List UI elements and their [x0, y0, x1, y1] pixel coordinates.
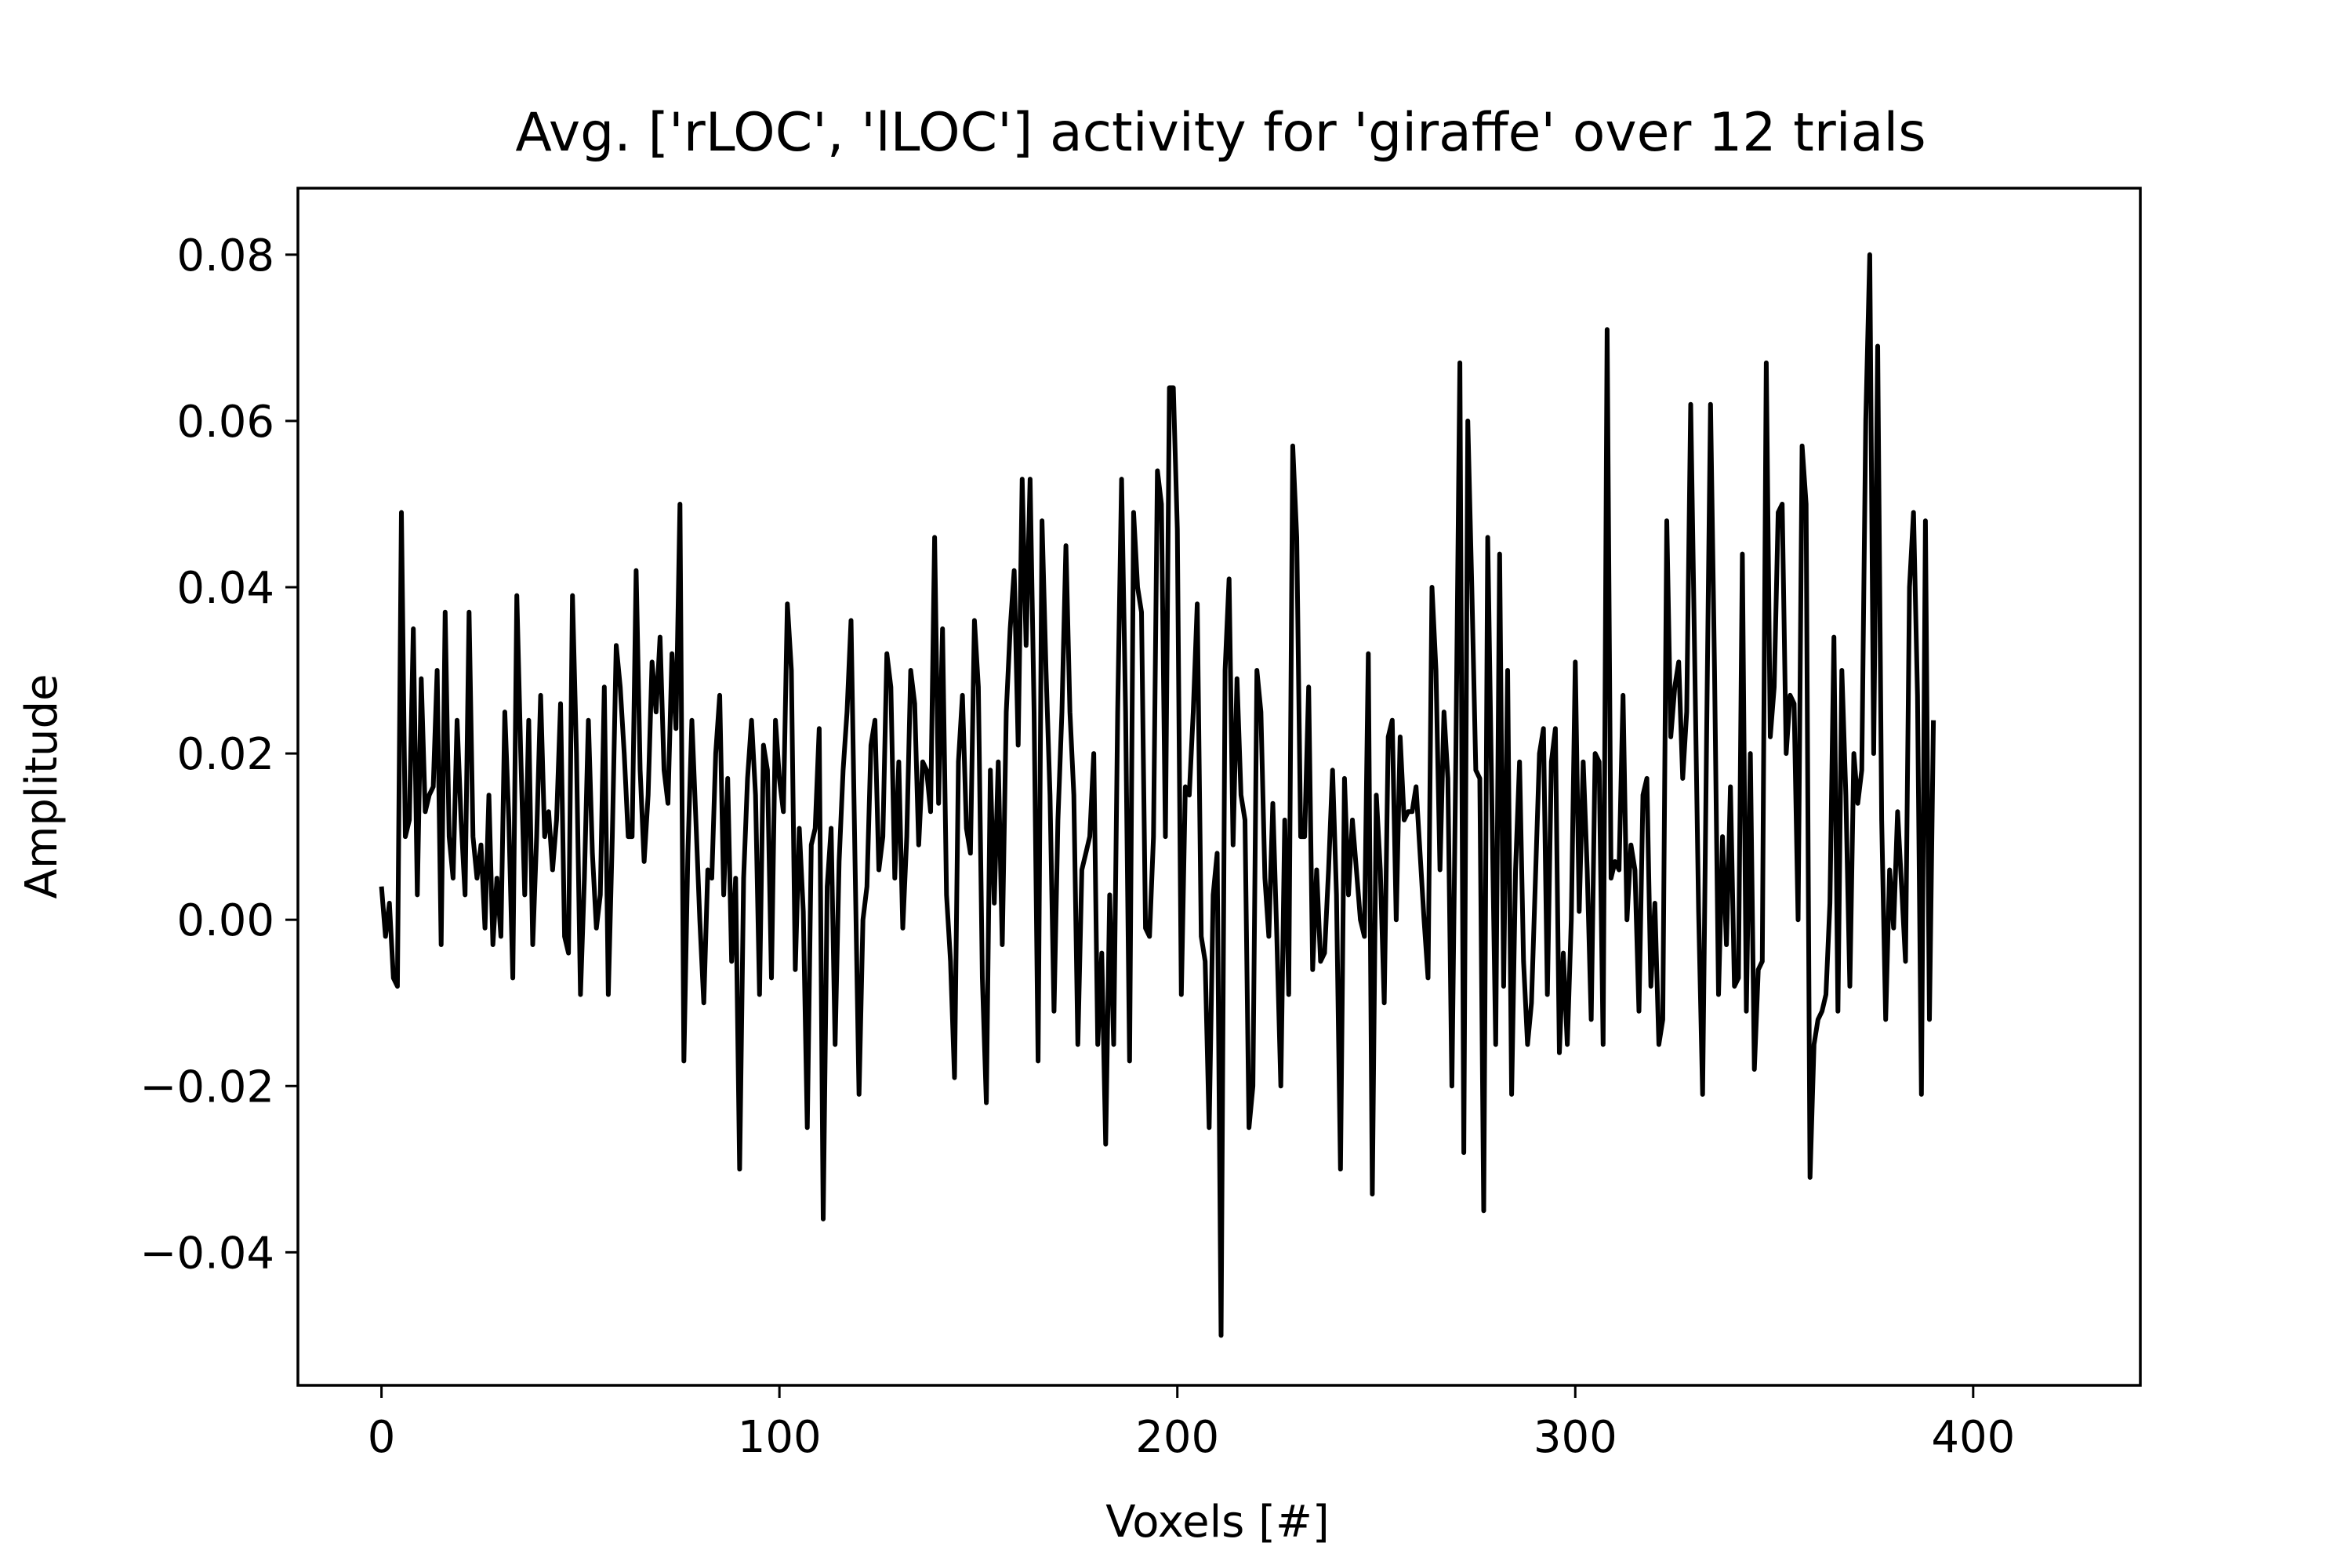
series-line — [379, 252, 1936, 1338]
x-axis: 0 100 200 300 400 — [368, 1385, 2015, 1463]
x-axis-label: Voxels [#] — [1105, 1497, 1330, 1548]
x-tick-label: 200 — [1135, 1412, 1219, 1463]
x-tick-label: 0 — [368, 1412, 396, 1463]
y-tick-label: 0.00 — [176, 895, 274, 946]
x-tick-label: 300 — [1534, 1412, 1617, 1463]
chart-title: Avg. ['rLOC', 'lLOC'] activity for 'gira… — [515, 102, 1926, 164]
y-axis: 0.08 0.06 0.04 0.02 0.00 −0.02 −0.04 — [140, 230, 298, 1279]
y-tick-label: −0.02 — [140, 1062, 274, 1112]
y-tick-label: 0.02 — [176, 729, 274, 780]
y-tick-label: 0.08 — [176, 230, 274, 281]
y-axis-label: Amplitude — [16, 674, 67, 899]
y-tick-label: 0.06 — [176, 397, 274, 448]
plot-area — [296, 187, 2142, 1387]
x-tick-label: 100 — [738, 1412, 822, 1463]
y-tick-label: −0.04 — [140, 1228, 274, 1279]
x-tick-label: 400 — [1931, 1412, 2015, 1463]
plot-frame — [296, 187, 2142, 1387]
y-tick-label: 0.04 — [176, 563, 274, 614]
